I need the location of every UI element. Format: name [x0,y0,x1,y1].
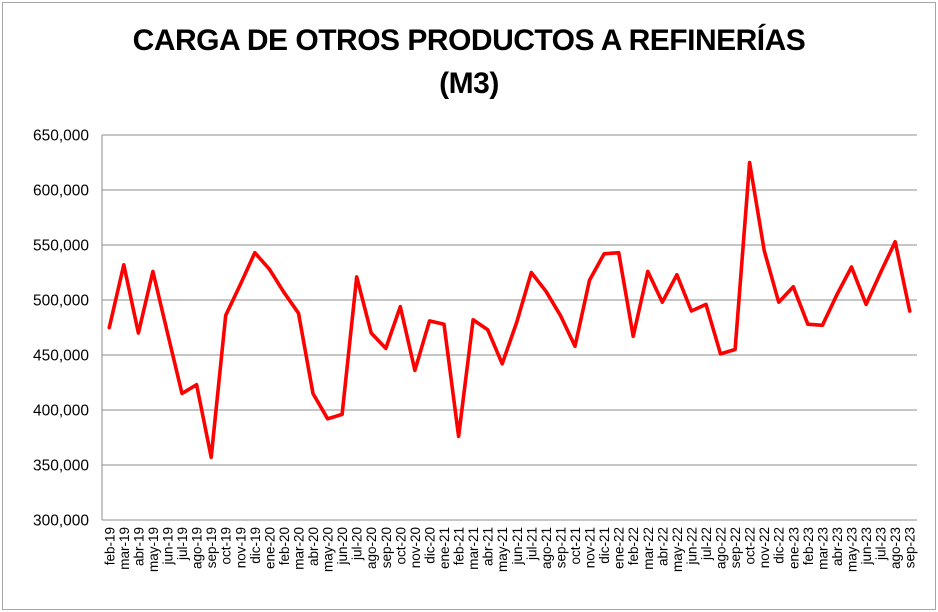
x-axis-tick-label: mar-22 [641,527,656,570]
chart-title-line-2: (M3) [439,67,499,100]
x-axis-tick-label: sep-21 [553,527,568,568]
x-axis-tick-label: jul-23 [874,527,889,561]
x-axis-tick-label: feb-20 [277,527,292,565]
x-axis-tick-label: abr-19 [131,527,146,566]
x-axis-tick-label: abr-21 [481,527,496,566]
chart-title: CARGA DE OTROS PRODUCTOS A REFINERÍAS (M… [0,19,938,105]
data-series-line [107,160,912,460]
x-axis-tick-label: feb-21 [452,527,467,565]
x-axis-tick-label: feb-23 [801,527,816,565]
x-axis-tick-label: feb-19 [102,527,117,565]
x-axis-tick-label: jul-22 [699,527,714,561]
y-axis-tick-label: 300,000 [33,513,89,530]
x-axis-tick-label: sep-20 [379,527,394,568]
x-axis-tick-label: jun-23 [859,527,874,566]
x-axis-tick-label: oct-19 [219,527,234,565]
x-axis-tick-label: dic-22 [772,527,787,564]
x-axis-tick-label: feb-22 [626,527,641,565]
x-axis-tick-label: dic-19 [248,527,263,564]
x-axis-tick-label: ene-22 [612,527,627,569]
x-axis-tick-label: ago-21 [539,527,554,569]
chart-title-line-1: CARGA DE OTROS PRODUCTOS A REFINERÍAS [132,24,806,57]
x-axis-tick-label: may-22 [670,527,685,572]
x-axis-tick-label: nov-22 [757,527,772,568]
x-axis-tick-label: nov-20 [408,527,423,568]
y-axis-tick-label: 400,000 [33,403,89,420]
x-axis-tick-label: jul-20 [350,527,365,561]
x-axis-tick-label: sep-19 [204,527,219,568]
x-axis-tick-label: ene-20 [262,527,277,569]
y-axis-tick-label: 500,000 [33,293,89,310]
x-axis-tick-label: may-23 [845,527,860,572]
y-axis-tick-label: 450,000 [33,348,89,365]
x-axis-tick-label: oct-21 [568,527,583,565]
x-axis-tick-label: mar-23 [815,527,830,570]
y-axis-tick-label: 600,000 [33,183,89,200]
x-axis-tick-label: may-20 [321,527,336,572]
x-axis-tick-label: oct-20 [393,527,408,565]
x-axis-tick-label: dic-21 [597,527,612,564]
x-axis-tick-label: jun-21 [510,527,525,566]
y-axis-tick-label: 350,000 [33,458,89,475]
x-axis-tick-label: ene-21 [437,527,452,569]
x-axis-tick-label: jun-19 [160,527,175,566]
x-axis-tick-label: may-21 [495,527,510,572]
x-axis-tick-label: mar-21 [466,527,481,570]
x-axis-tick-label: sep-22 [728,527,743,568]
x-axis-tick-label: ene-23 [786,527,801,569]
x-axis-tick-label: mar-20 [291,527,306,570]
x-axis-tick-label: ago-22 [714,527,729,569]
x-axis-tick-label: nov-21 [583,527,598,568]
x-axis-tick-label: sep-23 [903,527,918,568]
x-axis-tick-label: jul-19 [175,527,190,561]
x-axis-tick-label: nov-19 [233,527,248,568]
x-axis-tick-label: dic-20 [422,527,437,564]
x-axis-tick-label: mar-19 [117,527,132,570]
x-axis-tick-label: ago-19 [190,527,205,569]
x-axis-tick-label: oct-22 [743,527,758,565]
x-axis-tick-label: jul-21 [524,527,539,561]
y-axis-tick-label: 650,000 [33,128,89,145]
x-axis-tick-label: jun-20 [335,527,350,566]
y-axis-tick-label: 550,000 [33,238,89,255]
x-axis-tick-label: ago-23 [888,527,903,569]
x-axis-tick-label: abr-22 [655,527,670,566]
x-axis-tick-label: ago-20 [364,527,379,569]
x-axis-tick-label: abr-20 [306,527,321,566]
x-axis-tick-label: jun-22 [684,527,699,566]
x-axis-tick-label: may-19 [146,527,161,572]
x-axis-tick-label: abr-23 [830,527,845,566]
